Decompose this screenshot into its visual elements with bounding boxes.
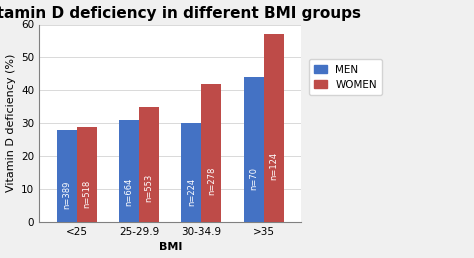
Bar <box>119 120 139 222</box>
Legend: MEN, WOMEN: MEN, WOMEN <box>309 59 382 95</box>
Bar <box>201 84 221 222</box>
Title: Vitamin D deficiency in different BMI groups: Vitamin D deficiency in different BMI gr… <box>0 6 361 21</box>
Text: n=124: n=124 <box>269 152 278 180</box>
Text: n=224: n=224 <box>187 178 196 206</box>
Y-axis label: Vitamin D deficiency (%): Vitamin D deficiency (%) <box>6 54 16 192</box>
Bar <box>264 34 284 222</box>
Bar <box>182 123 201 222</box>
Text: n=389: n=389 <box>62 180 71 208</box>
Text: n=278: n=278 <box>207 166 216 195</box>
Text: n=518: n=518 <box>82 179 91 207</box>
Bar <box>77 127 97 222</box>
Text: n=664: n=664 <box>125 177 134 206</box>
Bar <box>139 107 159 222</box>
Text: n=70: n=70 <box>249 167 258 190</box>
Bar <box>244 77 264 222</box>
Bar <box>56 130 77 222</box>
X-axis label: BMI: BMI <box>158 243 182 252</box>
Text: n=553: n=553 <box>145 173 154 201</box>
